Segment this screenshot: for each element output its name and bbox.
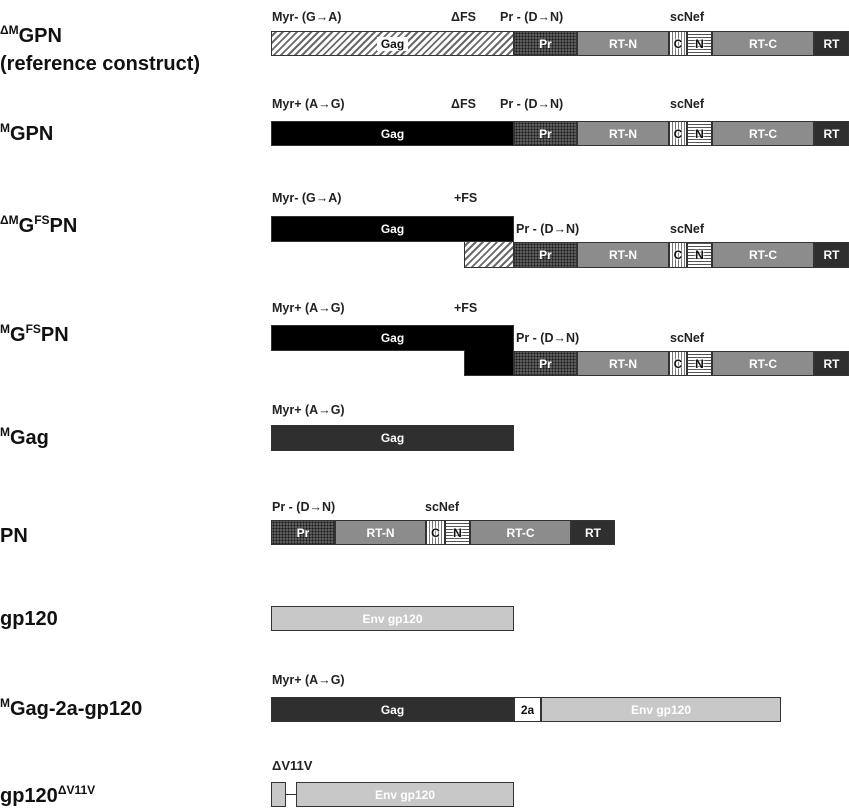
frameshift-hatch-segment (464, 242, 514, 268)
pr-segment: Pr (271, 520, 335, 545)
env-gp120-left-stub (271, 782, 286, 807)
n-segment: N (687, 31, 712, 56)
c-segment: C (669, 351, 687, 376)
rt-n-segment: RT-N (335, 520, 426, 545)
c-segment: C (669, 242, 687, 268)
scnef-annotation: scNef (425, 500, 460, 514)
rt-segment: RT (814, 351, 849, 376)
deletion-connector-line (286, 794, 296, 795)
env-gp120-segment: Env gp120 (296, 782, 514, 807)
gag-segment: Gag (271, 425, 514, 451)
n-segment: N (687, 242, 712, 268)
myr-annotation: Myr- (G→A) (272, 10, 342, 24)
myr-annotation: Myr+ (A→G) (272, 301, 345, 315)
rt-n-segment: RT-N (577, 121, 669, 146)
gag-segment: Gag (271, 325, 514, 351)
myr-annotation: Myr+ (A→G) (272, 97, 345, 111)
env-gp120-segment: Env gp120 (541, 697, 781, 722)
myr-annotation: Myr- (G→A) (272, 191, 342, 205)
rt-segment: RT (814, 242, 849, 268)
rt-segment: RT (814, 31, 849, 56)
construct-name: gp120 (0, 608, 58, 630)
rt-segment: RT (571, 520, 615, 545)
pr-annotation: Pr - (D→N) (272, 500, 336, 514)
pr-annotation: Pr - (D→N) (516, 331, 580, 345)
rt-c-segment: RT-C (712, 31, 814, 56)
n-segment: N (687, 121, 712, 146)
construct-name-line2: (reference construct) (0, 53, 201, 75)
fs-annotation: ΔFS (451, 97, 476, 111)
construct-name: gp120ΔV11V (0, 783, 96, 807)
scnef-annotation: scNef (670, 97, 705, 111)
rt-c-segment: RT-C (712, 242, 814, 268)
rt-segment: RT (814, 121, 849, 146)
construct-name: MGPN (0, 121, 54, 145)
rt-c-segment: RT-C (712, 121, 814, 146)
pr-segment: Pr (514, 31, 577, 56)
rt-c-segment: RT-C (712, 351, 814, 376)
env-gp120-segment: Env gp120 (271, 606, 514, 631)
fs-annotation: ΔFS (451, 10, 476, 24)
frameshift-gag-extension (464, 350, 514, 376)
n-segment: N (687, 351, 712, 376)
pr-segment: Pr (514, 351, 577, 376)
rt-n-segment: RT-N (577, 242, 669, 268)
gag-segment: Gag (271, 697, 514, 722)
c-segment: C (669, 121, 687, 146)
gag-segment: Gag (271, 31, 514, 56)
construct-name: ΔMGFSPN (0, 213, 78, 237)
pr-annotation: Pr - (D→N) (516, 222, 580, 236)
construct-name: PN (0, 525, 28, 547)
gag-segment: Gag (271, 216, 514, 242)
rt-c-segment: RT-C (470, 520, 571, 545)
pr-segment: Pr (514, 121, 577, 146)
construct-name: MGag (0, 425, 49, 449)
dv11v-annotation: ΔV11V (272, 758, 313, 773)
construct-name: MGag-2a-gp120 (0, 696, 143, 720)
pr-annotation: Pr - (D→N) (500, 97, 564, 111)
fs-annotation: +FS (454, 191, 478, 205)
c-segment: C (669, 31, 687, 56)
construct-name: MGFSPN (0, 322, 69, 346)
myr-annotation: Myr+ (A→G) (272, 403, 345, 417)
pr-annotation: Pr - (D→N) (500, 10, 564, 24)
gag-segment: Gag (271, 121, 514, 146)
2a-segment: 2a (514, 697, 541, 722)
n-segment: N (445, 520, 470, 545)
rt-n-segment: RT-N (577, 31, 669, 56)
rt-n-segment: RT-N (577, 351, 669, 376)
scnef-annotation: scNef (670, 331, 705, 345)
pr-segment: Pr (514, 242, 577, 268)
scnef-annotation: scNef (670, 10, 705, 24)
myr-annotation: Myr+ (A→G) (272, 673, 345, 687)
construct-name: ΔMGPN (0, 23, 62, 47)
fs-annotation: +FS (454, 301, 478, 315)
scnef-annotation: scNef (670, 222, 705, 236)
c-segment: C (426, 520, 445, 545)
